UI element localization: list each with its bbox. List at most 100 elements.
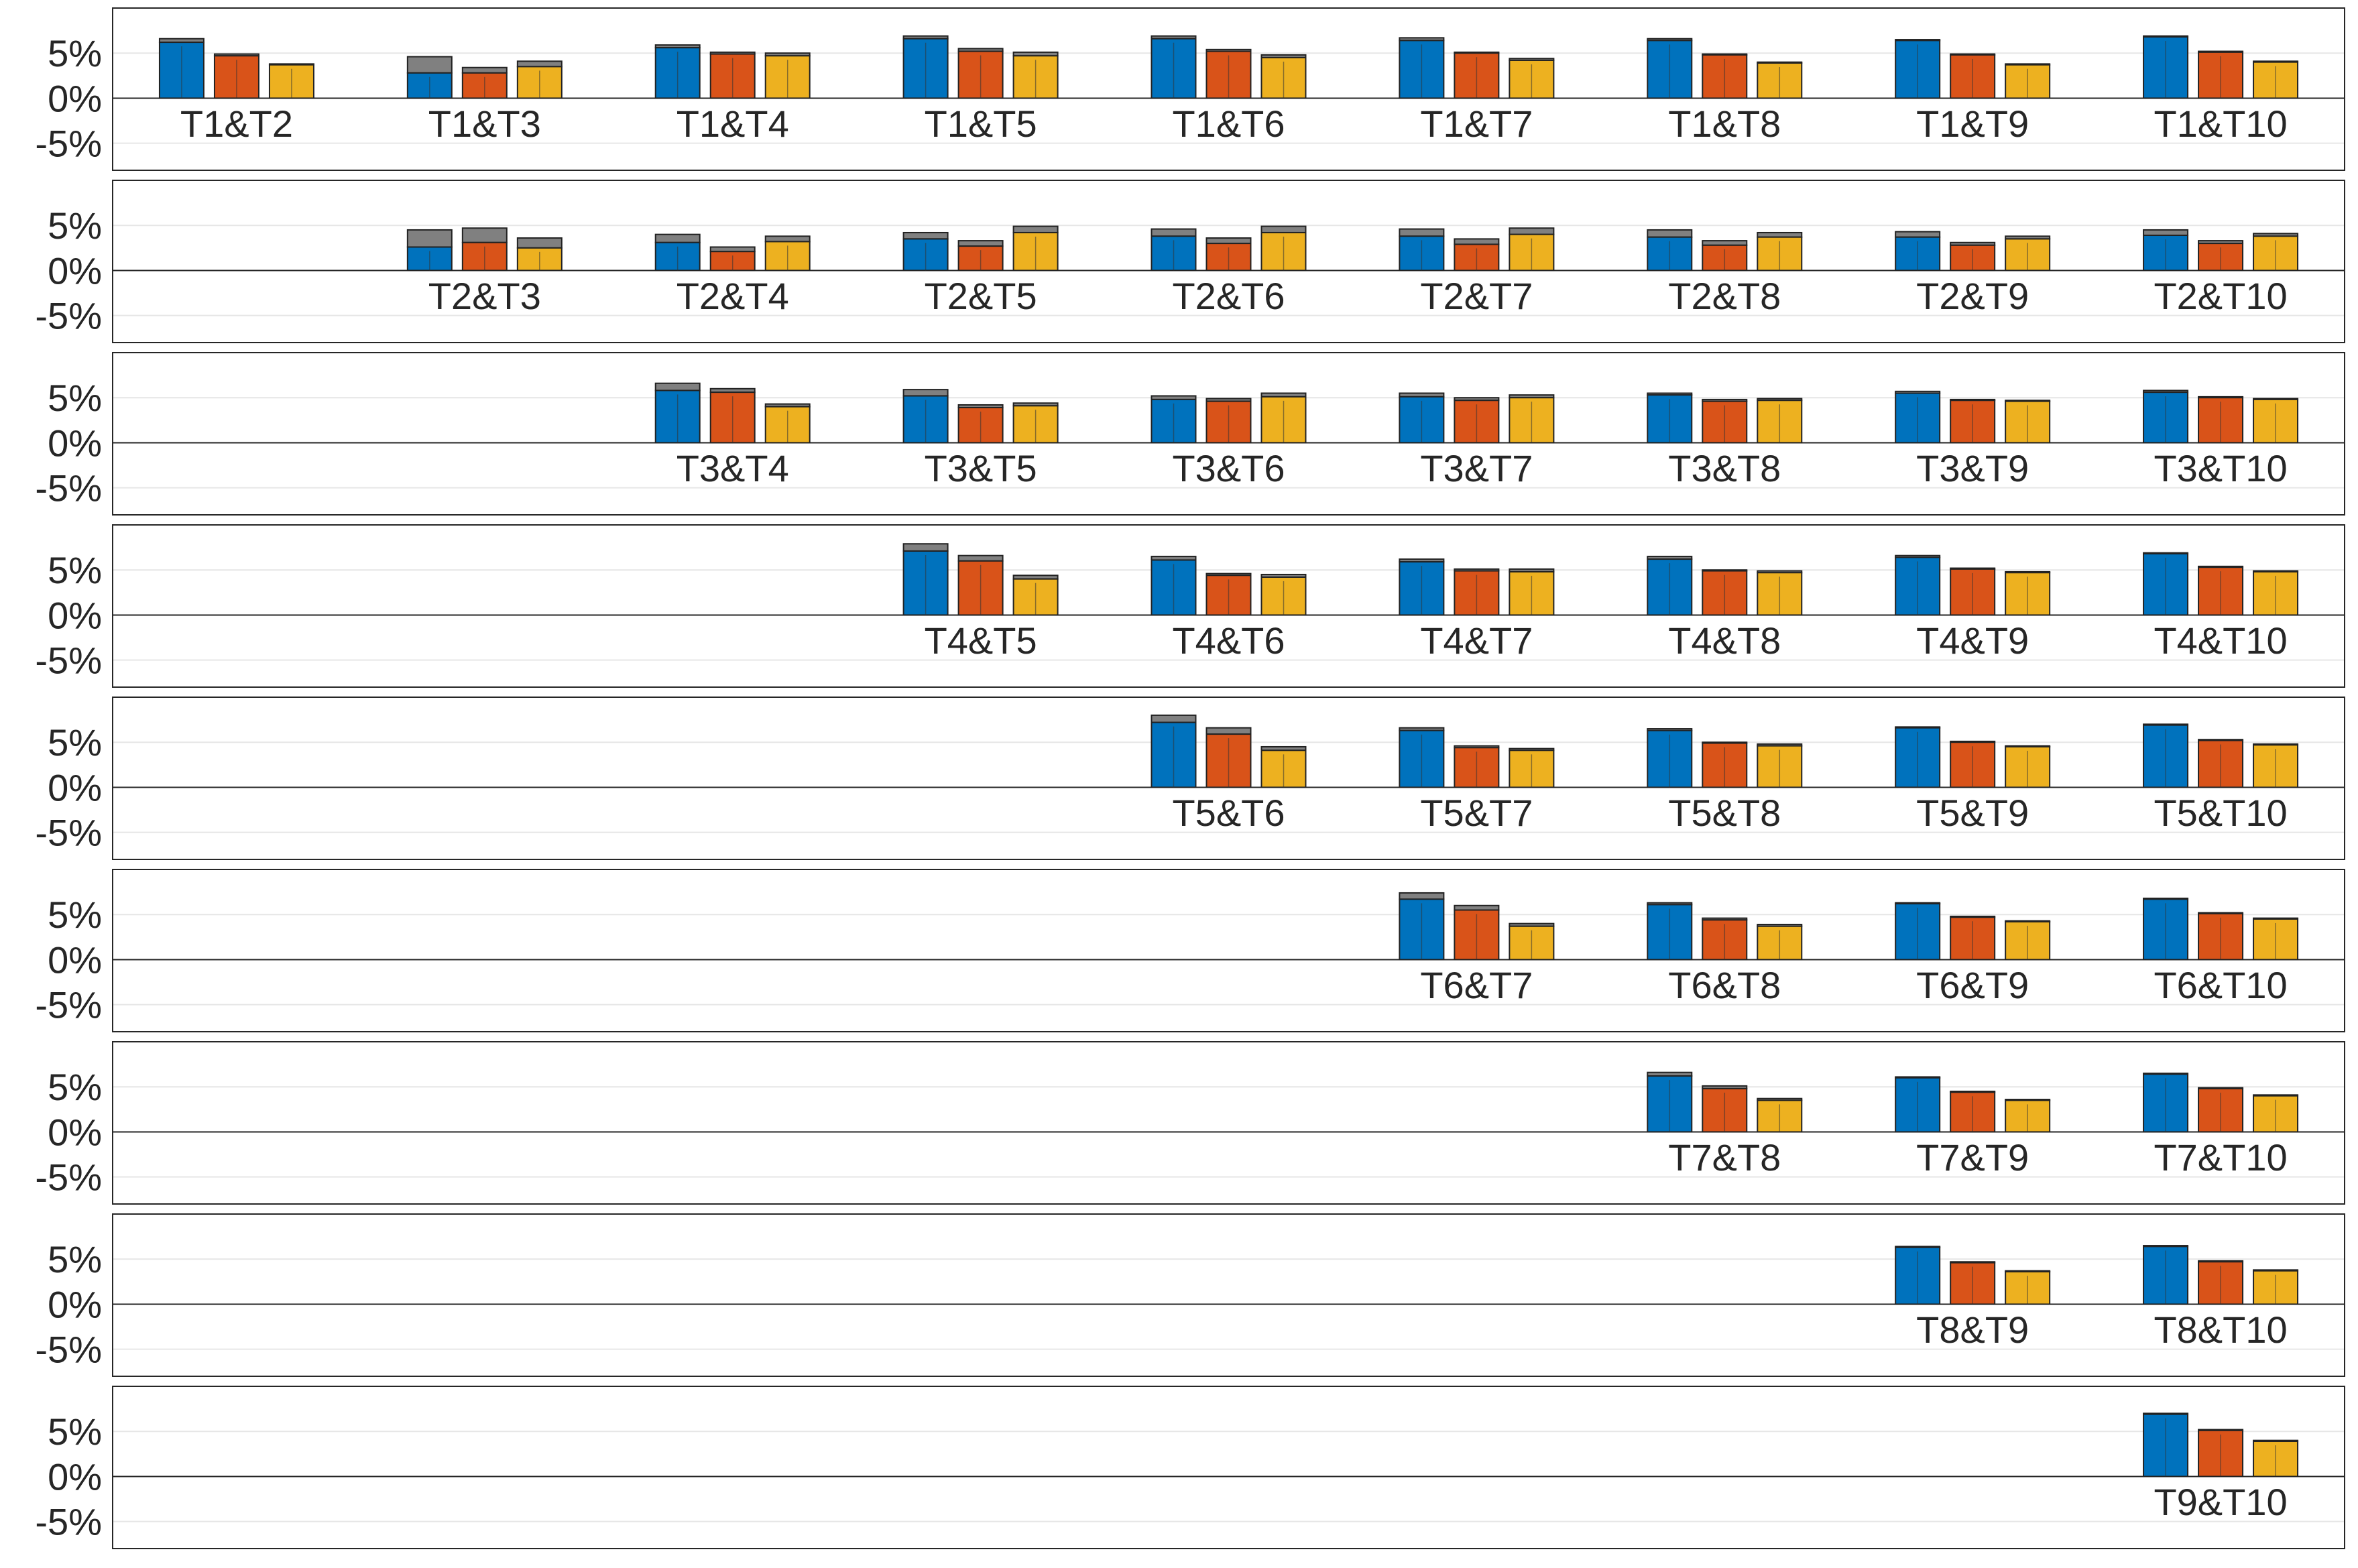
y-tick-label: 0% — [48, 249, 102, 292]
y-tick-label: 5% — [48, 1066, 102, 1108]
category-label: T5&T8 — [1668, 792, 1781, 834]
panel-frame — [112, 697, 2345, 860]
y-tick-label: 0% — [48, 422, 102, 464]
panel-5: 5%0%-5% T5&T6 T5&T7 T5&T8 T5&T9 T5&T10 — [35, 697, 2345, 860]
category-label: T7&T9 — [1916, 1136, 2029, 1179]
panel-frame — [112, 524, 2345, 688]
bar-extension — [1454, 238, 1500, 245]
bar-extension — [902, 543, 949, 552]
bar-extension — [1151, 228, 1197, 237]
category-label: T8&T10 — [2154, 1309, 2287, 1351]
category-label: T4&T6 — [1172, 619, 1285, 662]
bar-extension — [764, 235, 811, 243]
y-tick-label: -5% — [35, 1156, 102, 1199]
category-label: T3&T5 — [925, 447, 1037, 489]
category-label: T6&T7 — [1420, 964, 1533, 1006]
category-label: T6&T8 — [1668, 964, 1781, 1006]
y-tick-label: 5% — [48, 32, 102, 74]
category-label: T2&T4 — [676, 275, 789, 317]
bar-extension — [1012, 225, 1059, 233]
category-label: T1&T3 — [428, 103, 541, 145]
category-label: T5&T7 — [1420, 792, 1533, 834]
category-label: T9&T10 — [2154, 1481, 2287, 1523]
y-tick-label: 5% — [48, 1410, 102, 1453]
bar-extension — [516, 60, 563, 68]
category-label: T2&T7 — [1420, 275, 1533, 317]
y-tick-label: 5% — [48, 204, 102, 247]
category-label: T2&T6 — [1172, 275, 1285, 317]
category-label: T3&T9 — [1916, 447, 2029, 489]
y-tick-label: -5% — [35, 1329, 102, 1371]
bar-extension — [654, 233, 701, 243]
panel-frame — [112, 1386, 2345, 1549]
category-label: T7&T10 — [2154, 1136, 2287, 1179]
category-label: T2&T5 — [925, 275, 1037, 317]
category-label: T1&T4 — [676, 103, 789, 145]
panel-frame — [112, 180, 2345, 343]
bar-extension — [1205, 237, 1252, 245]
y-tick-label: -5% — [35, 984, 102, 1026]
category-label: T3&T10 — [2154, 447, 2287, 489]
panel-7: 5%0%-5% T7&T8 T7&T9 T7&T10 — [35, 1041, 2345, 1205]
y-tick-label: 0% — [48, 1283, 102, 1325]
category-label: T1&T8 — [1668, 103, 1781, 145]
panel-frame — [112, 352, 2345, 516]
category-label: T3&T6 — [1172, 447, 1285, 489]
panel-6: 5%0%-5% T6&T7 T6&T8 T6&T9 T6&T10 — [35, 869, 2345, 1032]
panel-2: 5%0%-5% T2&T3 T2&T4 T2&T5 T2&T6 T2&T7 T2&T8 T2&… — [35, 180, 2345, 343]
category-label: T1&T5 — [925, 103, 1037, 145]
category-label: T2&T10 — [2154, 275, 2287, 317]
bar-extension — [1757, 231, 1803, 238]
y-tick-label: 0% — [48, 77, 102, 119]
y-tick-label: 5% — [48, 377, 102, 419]
panel-frame — [112, 869, 2345, 1032]
category-label: T4&T9 — [1916, 619, 2029, 662]
bar-extension — [1454, 904, 1500, 911]
bar-extension — [516, 237, 563, 249]
category-label: T2&T3 — [428, 275, 541, 317]
bar-extension — [1399, 892, 1445, 900]
category-label: T3&T4 — [676, 447, 789, 489]
category-label: T1&T7 — [1420, 103, 1533, 145]
category-label: T2&T8 — [1668, 275, 1781, 317]
category-label: T5&T10 — [2154, 792, 2287, 834]
panel-4: 5%0%-5% T4&T5 T4&T6 T4&T7 T4&T8 T4&T9 T4&T10 — [35, 524, 2345, 688]
y-tick-label: -5% — [35, 295, 102, 337]
category-label: T8&T9 — [1916, 1309, 2029, 1351]
bar-extension — [902, 389, 949, 397]
bar-extension — [709, 246, 756, 253]
category-label: T1&T10 — [2154, 103, 2287, 145]
y-tick-label: 5% — [48, 1238, 102, 1280]
bar-extension — [957, 240, 1004, 247]
category-label: T4&T8 — [1668, 619, 1781, 662]
panel-8: 5%0%-5% T8&T9 T8&T10 — [35, 1213, 2345, 1377]
bar-extension — [1509, 227, 1555, 235]
y-tick-label: -5% — [35, 1501, 102, 1543]
bar-extension — [461, 227, 508, 243]
bar-extension — [957, 554, 1004, 562]
panel-frame — [112, 7, 2345, 171]
bar-extension — [461, 66, 508, 74]
panel-frame — [112, 1213, 2345, 1377]
y-tick-label: -5% — [35, 467, 102, 509]
bar-extension — [406, 229, 453, 248]
category-label: T7&T8 — [1668, 1136, 1781, 1179]
category-label: T6&T9 — [1916, 964, 2029, 1006]
category-label: T5&T6 — [1172, 792, 1285, 834]
category-label: T4&T10 — [2154, 619, 2287, 662]
bar-extension — [1205, 727, 1252, 735]
bar-extension — [1260, 225, 1307, 233]
y-tick-label: 0% — [48, 939, 102, 981]
bar-extension — [1151, 714, 1197, 723]
y-tick-label: -5% — [35, 640, 102, 682]
y-tick-label: 0% — [48, 1111, 102, 1153]
y-tick-label: 5% — [48, 721, 102, 764]
y-tick-label: 5% — [48, 894, 102, 936]
bar-extension — [1647, 229, 1693, 238]
bar-extension — [1702, 240, 1748, 246]
bar-extension — [406, 56, 453, 74]
category-label: T4&T5 — [925, 619, 1037, 662]
category-label: T5&T9 — [1916, 792, 2029, 834]
category-label: T4&T7 — [1420, 619, 1533, 662]
